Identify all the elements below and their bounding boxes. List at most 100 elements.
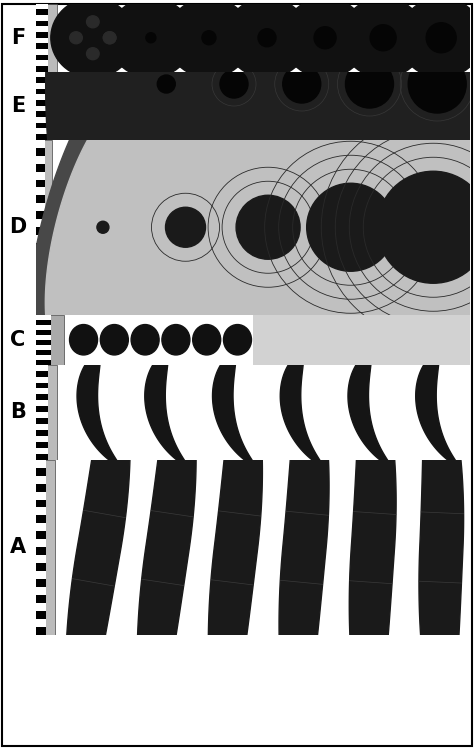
Bar — [36, 236, 45, 243]
Bar — [36, 211, 45, 219]
Polygon shape — [419, 374, 464, 721]
Polygon shape — [128, 88, 261, 374]
Bar — [36, 394, 47, 400]
Bar — [36, 219, 45, 227]
Bar — [36, 587, 46, 595]
Bar — [36, 275, 45, 283]
Bar — [36, 134, 47, 140]
Bar — [36, 442, 47, 448]
Bar — [36, 524, 46, 531]
Polygon shape — [210, 88, 344, 374]
Polygon shape — [46, 0, 150, 288]
Bar — [36, 360, 51, 364]
Bar — [36, 227, 45, 236]
Bar — [36, 603, 46, 611]
Polygon shape — [280, 356, 322, 465]
Bar — [36, 424, 47, 430]
Bar — [36, 140, 45, 148]
Ellipse shape — [103, 32, 116, 44]
Bar — [36, 203, 45, 211]
Polygon shape — [137, 374, 196, 720]
Bar — [36, 307, 45, 315]
Bar — [36, 627, 46, 634]
Ellipse shape — [87, 48, 99, 60]
Bar — [36, 350, 51, 355]
Ellipse shape — [283, 0, 367, 78]
Polygon shape — [46, 88, 178, 374]
Bar — [36, 72, 47, 77]
Bar — [36, 83, 47, 88]
Bar — [36, 88, 47, 94]
Bar — [36, 72, 57, 140]
Bar — [36, 436, 47, 442]
Bar — [36, 468, 46, 476]
Bar — [36, 267, 45, 275]
Ellipse shape — [97, 221, 109, 233]
Ellipse shape — [236, 195, 300, 260]
Polygon shape — [113, 0, 218, 288]
Bar — [36, 334, 51, 340]
Text: F: F — [11, 28, 25, 48]
Polygon shape — [416, 356, 458, 465]
Bar — [36, 117, 47, 123]
Bar — [36, 10, 47, 15]
Ellipse shape — [193, 325, 221, 355]
Polygon shape — [145, 356, 187, 465]
Bar — [36, 298, 45, 307]
Text: B: B — [10, 402, 26, 422]
Bar — [36, 259, 45, 267]
Bar — [36, 539, 46, 548]
Bar — [36, 460, 55, 634]
Bar — [36, 430, 47, 436]
Bar — [36, 251, 45, 259]
Bar — [36, 94, 47, 100]
Bar — [36, 320, 51, 325]
Polygon shape — [27, 40, 205, 423]
Ellipse shape — [314, 27, 336, 49]
Bar — [36, 106, 47, 112]
Text: D: D — [9, 217, 27, 237]
Bar — [36, 340, 51, 345]
Ellipse shape — [162, 325, 190, 355]
Bar — [36, 376, 47, 382]
Bar — [36, 100, 47, 106]
Ellipse shape — [70, 32, 82, 44]
Ellipse shape — [399, 0, 474, 78]
Ellipse shape — [346, 60, 393, 108]
Ellipse shape — [165, 207, 206, 248]
Bar — [36, 172, 45, 179]
Polygon shape — [181, 0, 285, 288]
Bar — [36, 128, 47, 134]
Bar — [36, 400, 47, 406]
Bar — [36, 315, 64, 364]
Ellipse shape — [146, 33, 156, 43]
Text: A: A — [10, 537, 26, 557]
Polygon shape — [275, 40, 453, 423]
Polygon shape — [279, 374, 329, 721]
Ellipse shape — [225, 0, 309, 78]
Bar — [36, 595, 46, 603]
Bar — [36, 413, 47, 419]
Bar — [36, 4, 57, 72]
Bar — [36, 26, 47, 32]
Bar — [36, 61, 47, 66]
Bar — [36, 21, 47, 26]
Ellipse shape — [426, 22, 456, 53]
Bar — [36, 382, 47, 388]
Bar — [36, 32, 47, 38]
Bar — [36, 164, 45, 172]
Bar — [36, 77, 47, 83]
Bar — [36, 15, 47, 21]
Bar — [36, 388, 47, 394]
Bar — [36, 188, 45, 196]
Bar — [36, 49, 47, 55]
Bar — [36, 148, 45, 156]
Bar — [36, 563, 46, 571]
Bar — [36, 364, 47, 370]
Ellipse shape — [100, 325, 128, 355]
Ellipse shape — [70, 325, 98, 355]
Polygon shape — [193, 40, 370, 423]
Polygon shape — [77, 356, 119, 465]
Bar — [36, 548, 46, 555]
Bar — [36, 364, 57, 460]
